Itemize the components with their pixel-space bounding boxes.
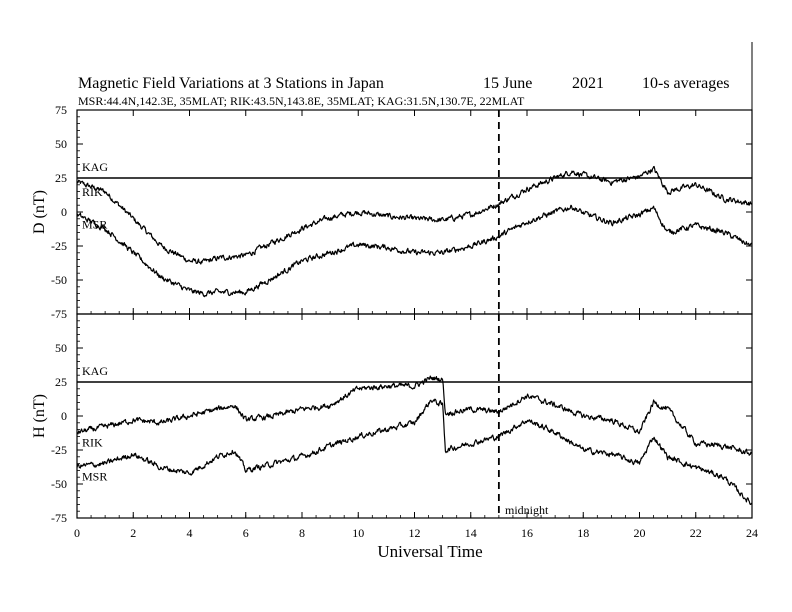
x-axis-label: Universal Time bbox=[377, 542, 482, 561]
series-line-msr bbox=[76, 204, 753, 298]
chart-title: Magnetic Field Variations at 3 Stations … bbox=[78, 75, 384, 92]
series-label-rik: RIK bbox=[82, 435, 103, 449]
y-axis-label-h: H (nT) bbox=[31, 394, 48, 438]
y-tick-label: -50 bbox=[51, 477, 67, 491]
x-tick-label: 14 bbox=[465, 526, 477, 540]
x-tick-label: 18 bbox=[577, 526, 589, 540]
y-tick-label: 0 bbox=[61, 409, 67, 423]
y-tick-label: 50 bbox=[55, 137, 67, 151]
station-subtitle: MSR:44.4N,142.3E, 35MLAT; RIK:43.5N,143.… bbox=[78, 94, 525, 108]
y-tick-label: -75 bbox=[51, 307, 67, 321]
y-tick-label: -25 bbox=[51, 239, 67, 253]
panel-d: -75 -50 -25 0 25 50 75 D (nT) KAG RIK MSR bbox=[31, 103, 753, 321]
chart-year: 2021 bbox=[572, 75, 604, 92]
x-tick-label: 16 bbox=[521, 526, 533, 540]
x-tick-label: 2 bbox=[130, 526, 136, 540]
y-tick-label: 25 bbox=[55, 171, 67, 185]
y-tick-label: -50 bbox=[51, 273, 67, 287]
x-tick-label: 24 bbox=[746, 526, 758, 540]
x-tick-label: 6 bbox=[243, 526, 249, 540]
series-label-rik: RIK bbox=[82, 185, 103, 199]
series-line-msr bbox=[76, 398, 753, 505]
y-tick-label: 75 bbox=[55, 103, 67, 117]
y-tick-label: 0 bbox=[61, 205, 67, 219]
midnight-label: midnight bbox=[505, 503, 549, 517]
series-label-msr: MSR bbox=[82, 469, 107, 483]
y-tick-label: -25 bbox=[51, 443, 67, 457]
series-line-rik bbox=[76, 375, 753, 456]
x-tick-label: 0 bbox=[74, 526, 80, 540]
series-line-rik bbox=[76, 165, 753, 265]
plot-frame-h bbox=[76, 313, 753, 519]
series-label-kag: KAG bbox=[82, 160, 108, 174]
x-tick-label: 22 bbox=[690, 526, 702, 540]
series-label-kag: KAG bbox=[82, 364, 108, 378]
y-tick-label: 50 bbox=[55, 341, 67, 355]
x-tick-label: 12 bbox=[409, 526, 421, 540]
series-label-msr: MSR bbox=[82, 218, 107, 232]
y-axis-label-d: D (nT) bbox=[31, 190, 48, 234]
x-tick-label: 4 bbox=[187, 526, 193, 540]
chart-averaging: 10-s averages bbox=[642, 75, 730, 92]
x-tick-label: 10 bbox=[352, 526, 364, 540]
x-tick-label: 8 bbox=[299, 526, 305, 540]
x-tick-label: 20 bbox=[634, 526, 646, 540]
y-tick-label: 25 bbox=[55, 375, 67, 389]
y-tick-label: -75 bbox=[51, 511, 67, 525]
chart-date: 15 June bbox=[483, 75, 532, 92]
